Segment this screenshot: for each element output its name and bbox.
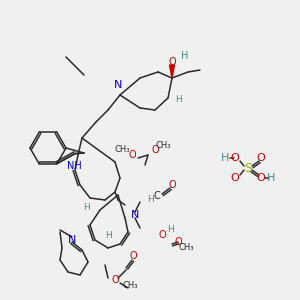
Text: O: O	[174, 237, 182, 247]
Text: CH₃: CH₃	[178, 244, 194, 253]
Text: N: N	[68, 235, 76, 245]
Text: N: N	[114, 80, 122, 90]
Text: H: H	[221, 153, 229, 163]
Text: O: O	[151, 145, 159, 155]
Text: O: O	[158, 230, 166, 240]
Text: CH₃: CH₃	[114, 146, 130, 154]
Text: H: H	[167, 224, 173, 233]
Text: N: N	[131, 210, 139, 220]
Text: C: C	[154, 191, 160, 201]
Text: CH₃: CH₃	[155, 140, 171, 149]
Text: CH₃: CH₃	[122, 280, 138, 290]
Text: S: S	[244, 161, 252, 175]
Text: O: O	[168, 180, 176, 190]
Text: O: O	[129, 251, 137, 261]
Text: O: O	[256, 153, 266, 163]
Text: O: O	[231, 153, 239, 163]
Text: NH: NH	[67, 161, 81, 171]
Text: H: H	[175, 95, 182, 104]
Text: O: O	[231, 173, 239, 183]
Text: O: O	[168, 57, 176, 67]
Text: O: O	[128, 150, 136, 160]
Text: H: H	[82, 203, 89, 212]
Text: H: H	[105, 230, 111, 239]
Text: H: H	[147, 196, 153, 205]
Text: O: O	[111, 275, 119, 285]
Text: H: H	[181, 51, 189, 61]
Polygon shape	[169, 65, 175, 78]
Text: O: O	[256, 173, 266, 183]
Text: H: H	[267, 173, 275, 183]
